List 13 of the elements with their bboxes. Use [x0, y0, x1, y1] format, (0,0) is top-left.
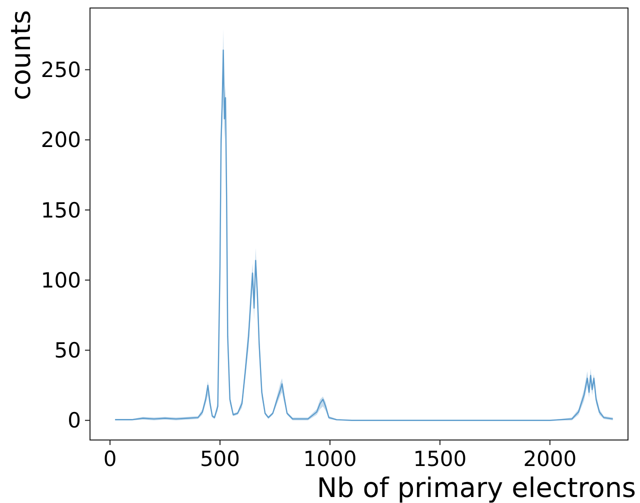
x-tick-label: 500: [200, 447, 240, 471]
x-axis-title: Nb of primary electrons: [316, 473, 636, 503]
y-tick-label: 0: [68, 408, 81, 433]
y-tick-label: 50: [54, 338, 81, 363]
x-tick-label: 2000: [523, 447, 577, 471]
y-tick-label: 100: [40, 268, 81, 292]
x-tick-label: 0: [103, 447, 117, 471]
x-tick-label: 1500: [413, 447, 467, 471]
y-tick-label: 150: [40, 198, 81, 222]
y-axis-title: counts: [6, 10, 37, 100]
x-tick-label: 1000: [303, 447, 357, 471]
y-tick-label: 250: [40, 58, 81, 82]
y-tick-label: 200: [40, 128, 81, 152]
